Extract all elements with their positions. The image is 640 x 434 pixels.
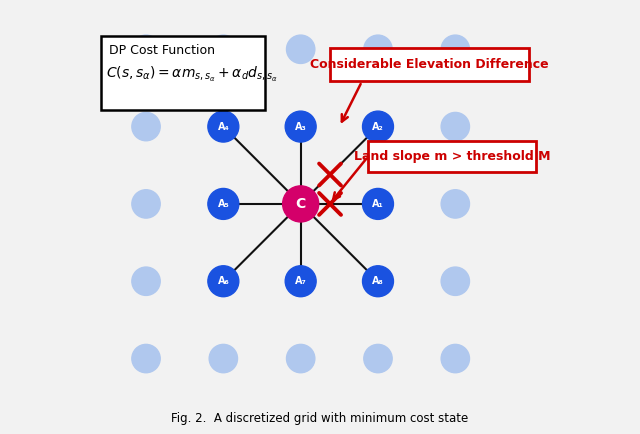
Text: Considerable Elevation Difference: Considerable Elevation Difference bbox=[310, 58, 549, 71]
FancyBboxPatch shape bbox=[369, 141, 536, 172]
Text: A₇: A₇ bbox=[295, 276, 307, 286]
Circle shape bbox=[441, 35, 470, 63]
Circle shape bbox=[362, 266, 394, 297]
Circle shape bbox=[208, 111, 239, 142]
Text: A₅: A₅ bbox=[218, 199, 229, 209]
Circle shape bbox=[283, 186, 319, 222]
Text: DP Cost Function: DP Cost Function bbox=[109, 44, 214, 57]
FancyBboxPatch shape bbox=[330, 48, 529, 82]
Circle shape bbox=[132, 345, 160, 373]
Circle shape bbox=[285, 111, 316, 142]
Text: A₄: A₄ bbox=[218, 122, 229, 132]
FancyBboxPatch shape bbox=[101, 36, 265, 111]
Circle shape bbox=[208, 266, 239, 297]
Circle shape bbox=[209, 345, 237, 373]
Circle shape bbox=[209, 35, 237, 63]
Text: A₃: A₃ bbox=[295, 122, 307, 132]
Circle shape bbox=[364, 345, 392, 373]
Circle shape bbox=[208, 188, 239, 219]
Text: A₂: A₂ bbox=[372, 122, 384, 132]
Text: C: C bbox=[296, 197, 306, 211]
Circle shape bbox=[364, 35, 392, 63]
Circle shape bbox=[441, 190, 470, 218]
Circle shape bbox=[132, 35, 160, 63]
Circle shape bbox=[132, 190, 160, 218]
Circle shape bbox=[132, 267, 160, 296]
Circle shape bbox=[441, 345, 470, 373]
Circle shape bbox=[287, 35, 315, 63]
Text: A₆: A₆ bbox=[218, 276, 229, 286]
Circle shape bbox=[362, 111, 394, 142]
Text: Fig. 2.  A discretized grid with minimum cost state: Fig. 2. A discretized grid with minimum … bbox=[172, 412, 468, 425]
Circle shape bbox=[287, 345, 315, 373]
Circle shape bbox=[285, 266, 316, 297]
Circle shape bbox=[441, 112, 470, 141]
Text: A₈: A₈ bbox=[372, 276, 384, 286]
Text: $C(s,s_\alpha) = \alpha m_{s,s_\alpha} + \alpha_d d_{s,s_\alpha}$: $C(s,s_\alpha) = \alpha m_{s,s_\alpha} +… bbox=[106, 66, 278, 85]
Circle shape bbox=[132, 112, 160, 141]
Text: A₁: A₁ bbox=[372, 199, 384, 209]
Circle shape bbox=[362, 188, 394, 219]
Text: Land slope m > threshold M: Land slope m > threshold M bbox=[354, 150, 550, 163]
Circle shape bbox=[441, 267, 470, 296]
